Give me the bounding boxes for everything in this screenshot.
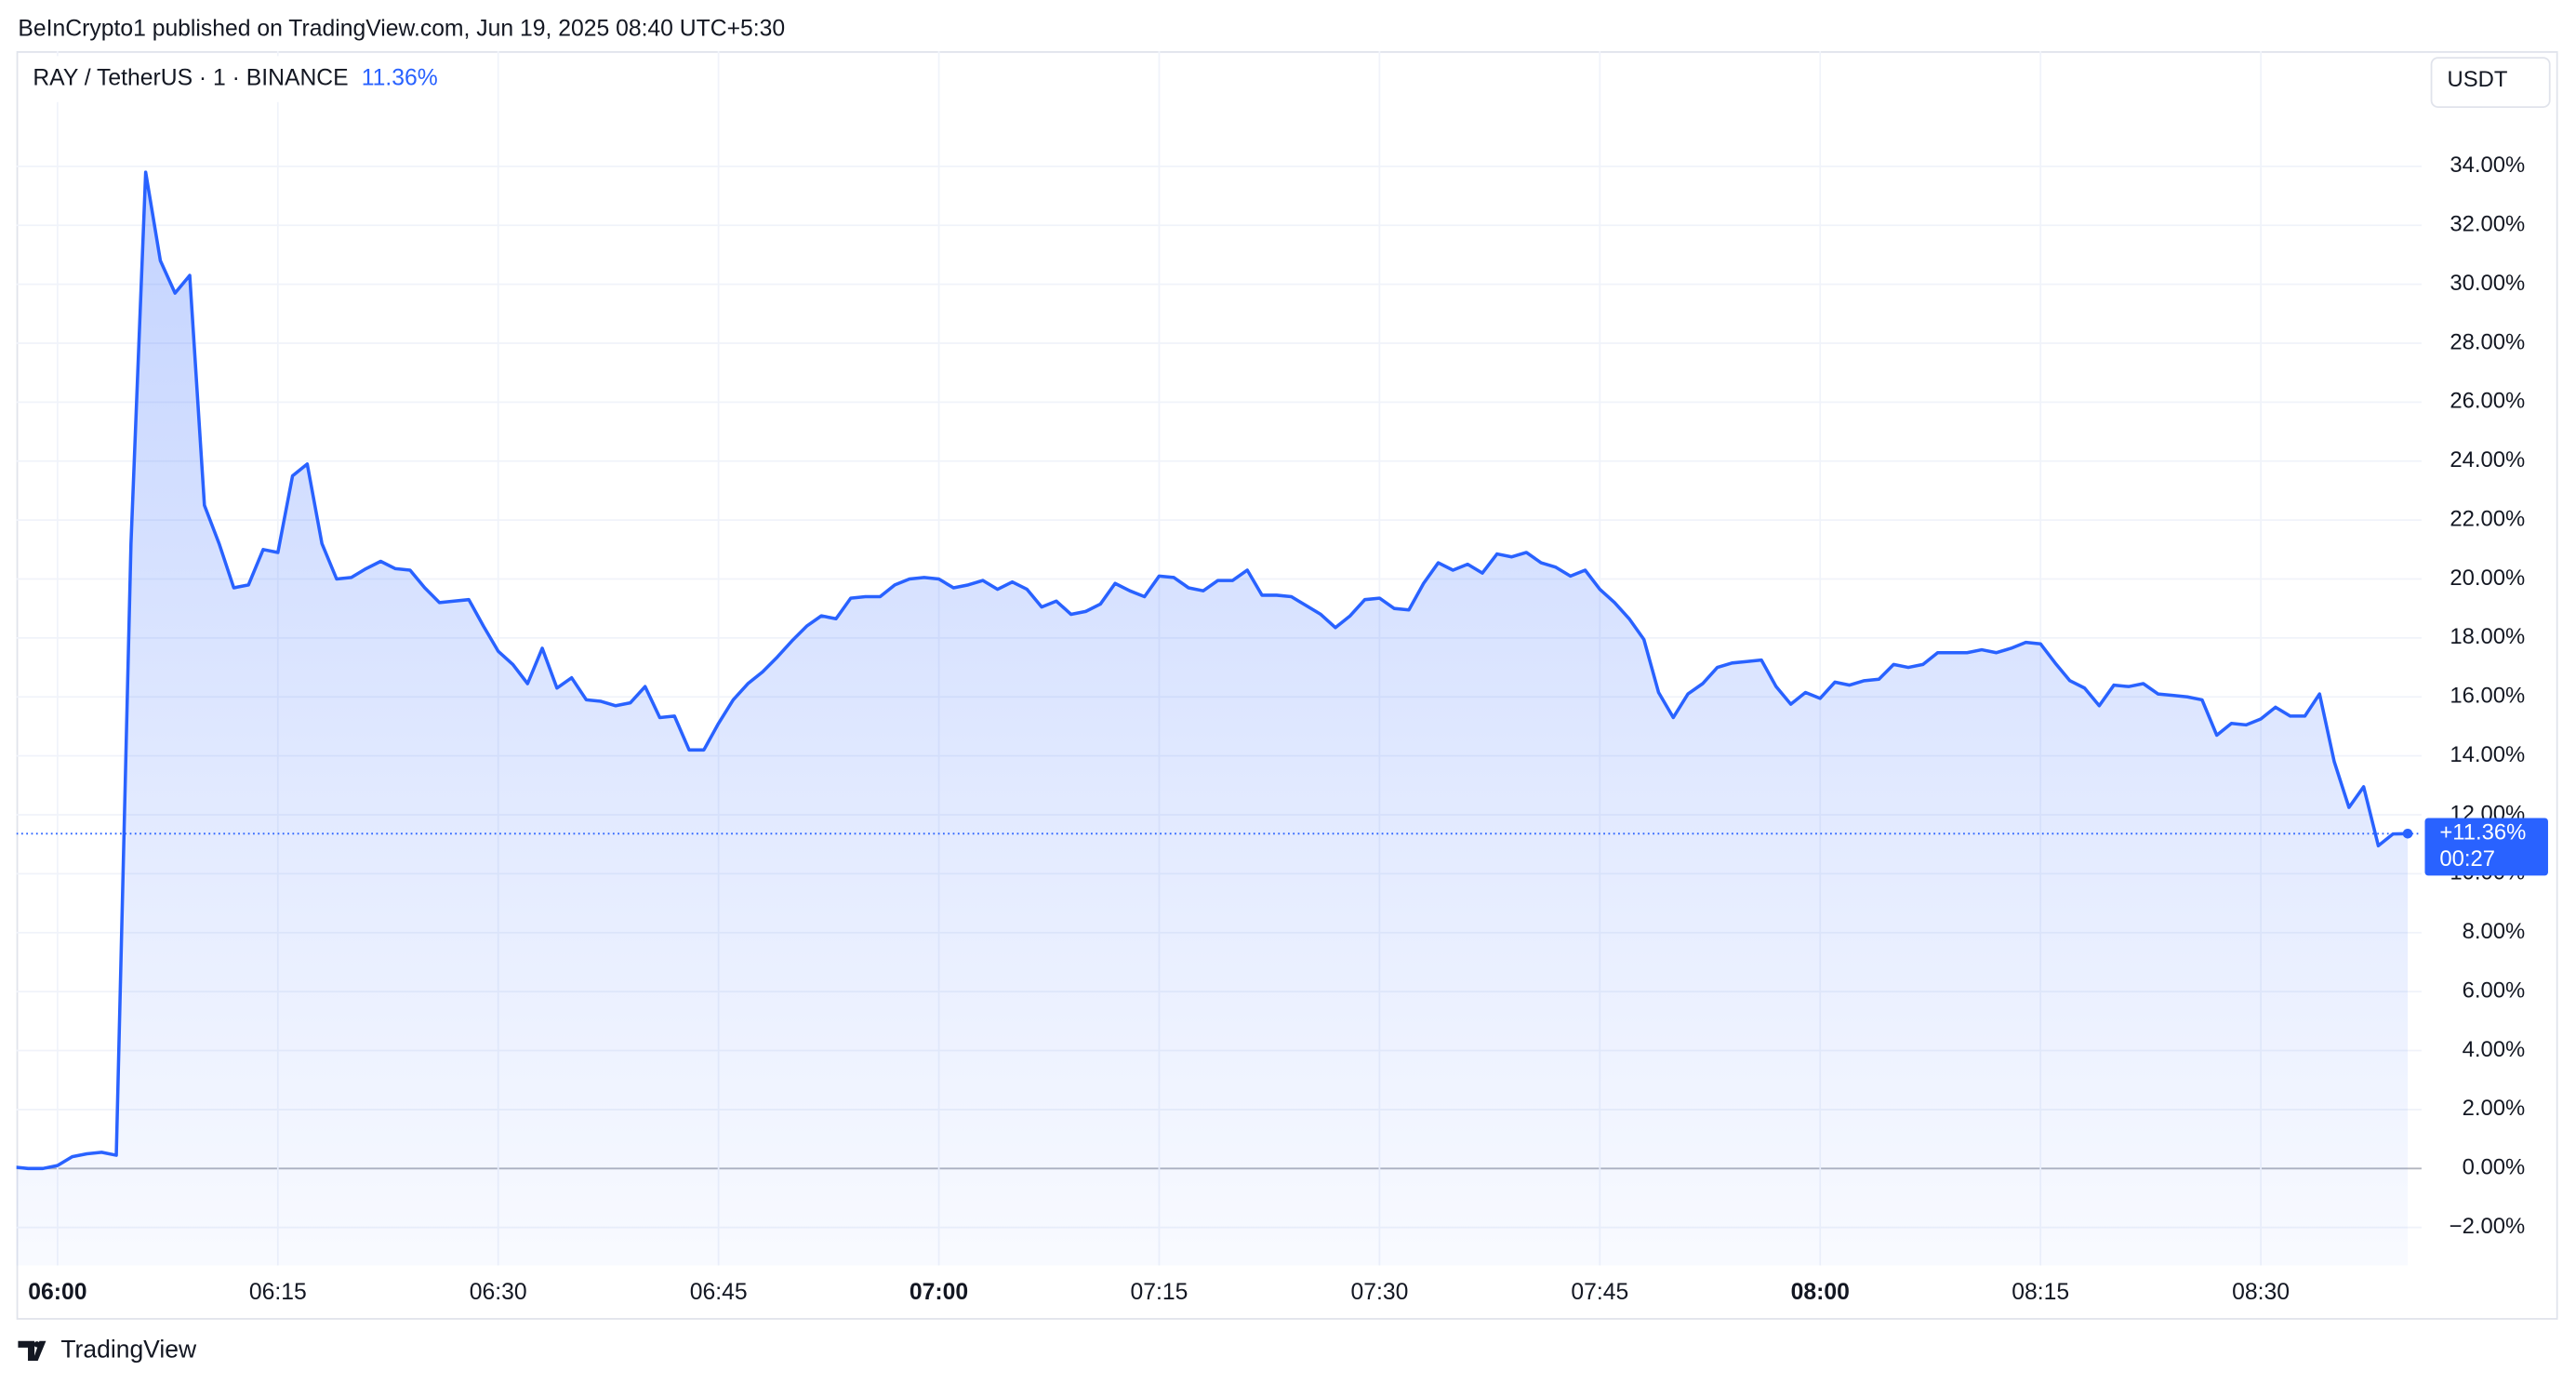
brand-name: TradingView (60, 1335, 197, 1363)
x-tick-label: 07:30 (1350, 1280, 1408, 1305)
badge-value: +11.36% (2439, 820, 2526, 845)
y-tick-label: 8.00% (2463, 919, 2526, 944)
x-tick-label: 06:45 (690, 1280, 748, 1305)
y-tick-label: 22.00% (2450, 506, 2525, 531)
x-tick-label: 08:30 (2232, 1280, 2290, 1305)
x-tick-label: 06:00 (28, 1280, 86, 1305)
brand-icon-dot (33, 1341, 40, 1348)
y-tick-label: 34.00% (2450, 153, 2525, 178)
y-tick-label: 0.00% (2463, 1155, 2526, 1180)
brand-logo: TradingView (18, 1335, 197, 1363)
change-label: 11.36% (362, 66, 438, 91)
y-tick-label: −2.00% (2450, 1214, 2525, 1239)
y-tick-label: 24.00% (2450, 447, 2525, 472)
badge-box (2424, 818, 2548, 876)
title-backdrop (20, 56, 447, 102)
published-note: BeInCrypto1 published on TradingView.com… (18, 17, 785, 42)
axes: −2.00%0.00%2.00%4.00%6.00%8.00%10.00%12.… (28, 153, 2525, 1305)
x-tick-label: 07:00 (910, 1280, 968, 1305)
y-tick-label: 6.00% (2463, 978, 2526, 1003)
y-tick-label: 32.00% (2450, 212, 2525, 237)
x-tick-label: 07:45 (1571, 1280, 1628, 1305)
area-fill (16, 172, 2409, 1266)
y-tick-label: 28.00% (2450, 329, 2525, 354)
price-badge: +11.36%00:27 (2424, 818, 2548, 876)
plot-area (16, 170, 2422, 1266)
x-tick-label: 06:30 (470, 1280, 527, 1305)
chart-title: RAY / TetherUS · 1 · BINANCE (33, 66, 348, 91)
x-tick-label: 08:15 (2012, 1280, 2069, 1305)
x-tick-label: 07:15 (1131, 1280, 1188, 1305)
y-tick-label: 26.00% (2450, 389, 2525, 414)
y-tick-label: 20.00% (2450, 566, 2525, 591)
last-point (2402, 829, 2413, 839)
y-tick-label: 16.00% (2450, 684, 2525, 709)
x-tick-label: 06:15 (249, 1280, 307, 1305)
y-tick-label: 4.00% (2463, 1037, 2526, 1062)
chart-frame (16, 51, 2558, 1320)
x-tick-label: 08:00 (1791, 1280, 1850, 1305)
y-tick-label: 30.00% (2450, 271, 2525, 296)
currency-label[interactable]: USDT (2448, 67, 2508, 92)
price-line (16, 170, 2409, 1171)
y-tick-label: 18.00% (2450, 624, 2525, 649)
badge-countdown: 00:27 (2439, 846, 2495, 872)
y-tick-label: 14.00% (2450, 742, 2525, 767)
currency-button[interactable] (2430, 57, 2551, 108)
y-tick-label: 2.00% (2463, 1096, 2526, 1121)
